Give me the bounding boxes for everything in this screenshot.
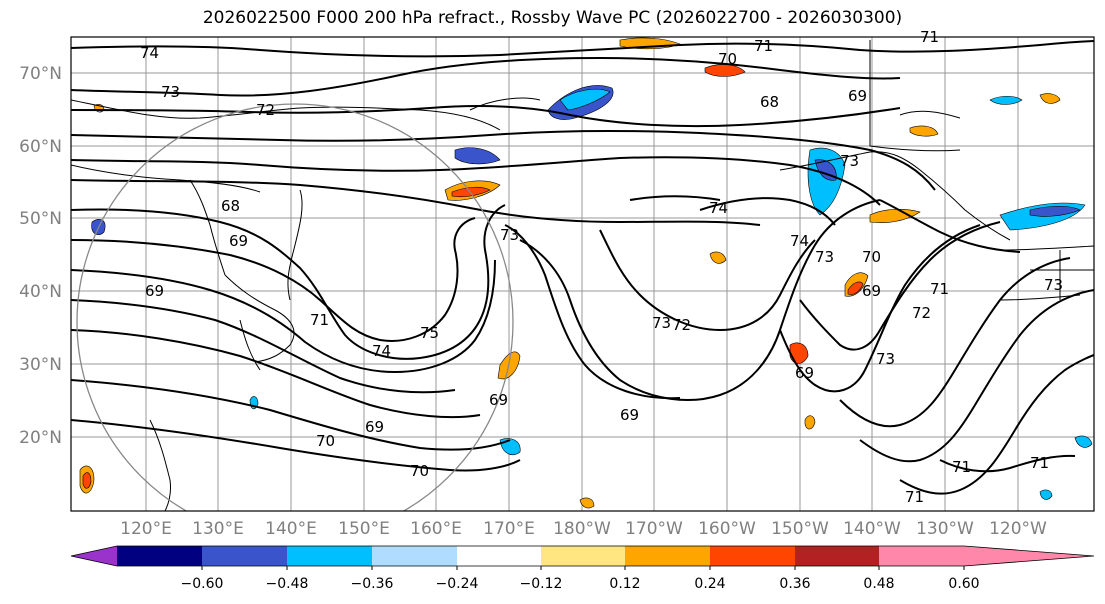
contour-label: 70 [410, 462, 429, 480]
contour-label: 69 [229, 232, 248, 250]
great-circle [76, 103, 514, 511]
colorbar-tick-label: 0.24 [694, 576, 725, 592]
lon-label: 150°E [338, 519, 390, 539]
contour-label: 70 [862, 248, 881, 266]
lon-label: 180°W [553, 519, 611, 539]
map-title: 2026022500 F000 200 hPa refract., Rossby… [202, 8, 903, 28]
contour-label: 71 [930, 280, 949, 298]
contour-label: 69 [620, 406, 639, 424]
lat-label: 70°N [19, 64, 62, 84]
contour-label: 73 [1044, 276, 1063, 294]
colorbar-segment [795, 546, 879, 566]
colorbar-tick-label: −0.24 [436, 576, 479, 592]
lon-label: 150°W [771, 519, 829, 539]
contour-label: 70 [718, 50, 737, 68]
contour-label: 69 [862, 282, 881, 300]
lat-labels: 70°N 60°N 50°N 40°N 30°N 20°N [19, 64, 62, 448]
contour-label: 71 [952, 458, 971, 476]
contour-label: 69 [365, 418, 384, 436]
colorbar-segment [287, 546, 372, 566]
contour-label: 69 [848, 87, 867, 105]
lon-label: 160°E [410, 519, 462, 539]
colorbar-extend-left [71, 546, 117, 566]
contour-label: 68 [221, 197, 240, 215]
lon-label: 160°W [698, 519, 756, 539]
contour-label: 70 [316, 432, 335, 450]
colorbar-tick-label: 0.48 [863, 576, 894, 592]
map-border [70, 36, 1095, 512]
contour-label: 73 [652, 314, 671, 332]
colorbar: −0.60 −0.48 −0.36 −0.24 −0.12 0.12 0.24 … [70, 545, 1095, 592]
colorbar-segment [117, 546, 202, 566]
contour-label: 73 [161, 83, 180, 101]
colorbar-extend-right [964, 546, 1094, 566]
contour-label: 75 [420, 324, 439, 342]
graticule [71, 37, 1094, 511]
lat-label: 50°N [19, 209, 62, 229]
contour-label: 74 [790, 232, 809, 250]
lat-label: 20°N [19, 428, 62, 448]
colorbar-segment [710, 546, 795, 566]
lon-label: 120°E [120, 519, 172, 539]
contour-label: 73 [815, 248, 834, 266]
lon-label: 120°W [989, 519, 1047, 539]
contour-label: 74 [372, 342, 391, 360]
contour-label: 71 [310, 311, 329, 329]
lon-label: 140°E [265, 519, 317, 539]
colorbar-tick-label: −0.48 [266, 576, 309, 592]
colorbar-tick-label: −0.12 [520, 576, 563, 592]
colorbar-segment [879, 546, 964, 566]
colorbar-tick-label: 0.12 [609, 576, 640, 592]
coastlines [71, 40, 1094, 511]
contour-label: 72 [256, 101, 275, 119]
contour-label: 69 [145, 282, 164, 300]
lon-labels: 120°E 130°E 140°E 150°E 160°E 170°E 180°… [120, 519, 1047, 539]
colorbar-tick-label: 0.60 [948, 576, 979, 592]
colorbar-tick-label: −0.36 [351, 576, 394, 592]
contour-label: 72 [672, 316, 691, 334]
lon-label: 130°W [916, 519, 974, 539]
contour-label: 73 [840, 152, 859, 170]
contour-label: 74 [709, 199, 728, 217]
colorbar-tick-label: 0.36 [779, 576, 810, 592]
contour-label: 68 [760, 93, 779, 111]
colorbar-segment [372, 546, 457, 566]
contour-label: 71 [905, 488, 924, 506]
lon-label: 170°E [483, 519, 535, 539]
lat-label: 40°N [19, 282, 62, 302]
shaded-anomalies [79, 37, 1093, 509]
lon-label: 170°W [625, 519, 683, 539]
colorbar-segment [202, 546, 287, 566]
contour-label: 74 [140, 44, 159, 62]
colorbar-segment [625, 546, 710, 566]
lon-label: 140°W [843, 519, 901, 539]
contour-label: 73 [500, 226, 519, 244]
contour-label: 73 [876, 350, 895, 368]
contour-label: 71 [754, 37, 773, 55]
colorbar-segment [457, 546, 541, 566]
contour-lines [71, 40, 1094, 495]
contour-label: 69 [795, 364, 814, 382]
lon-label: 130°E [192, 519, 244, 539]
contour-label: 72 [912, 304, 931, 322]
contour-label: 71 [1030, 454, 1049, 472]
contour-label: 69 [489, 391, 508, 409]
lat-label: 30°N [19, 355, 62, 375]
colorbar-tick-label: −0.60 [181, 576, 224, 592]
colorbar-segment [541, 546, 625, 566]
lat-label: 60°N [19, 137, 62, 157]
